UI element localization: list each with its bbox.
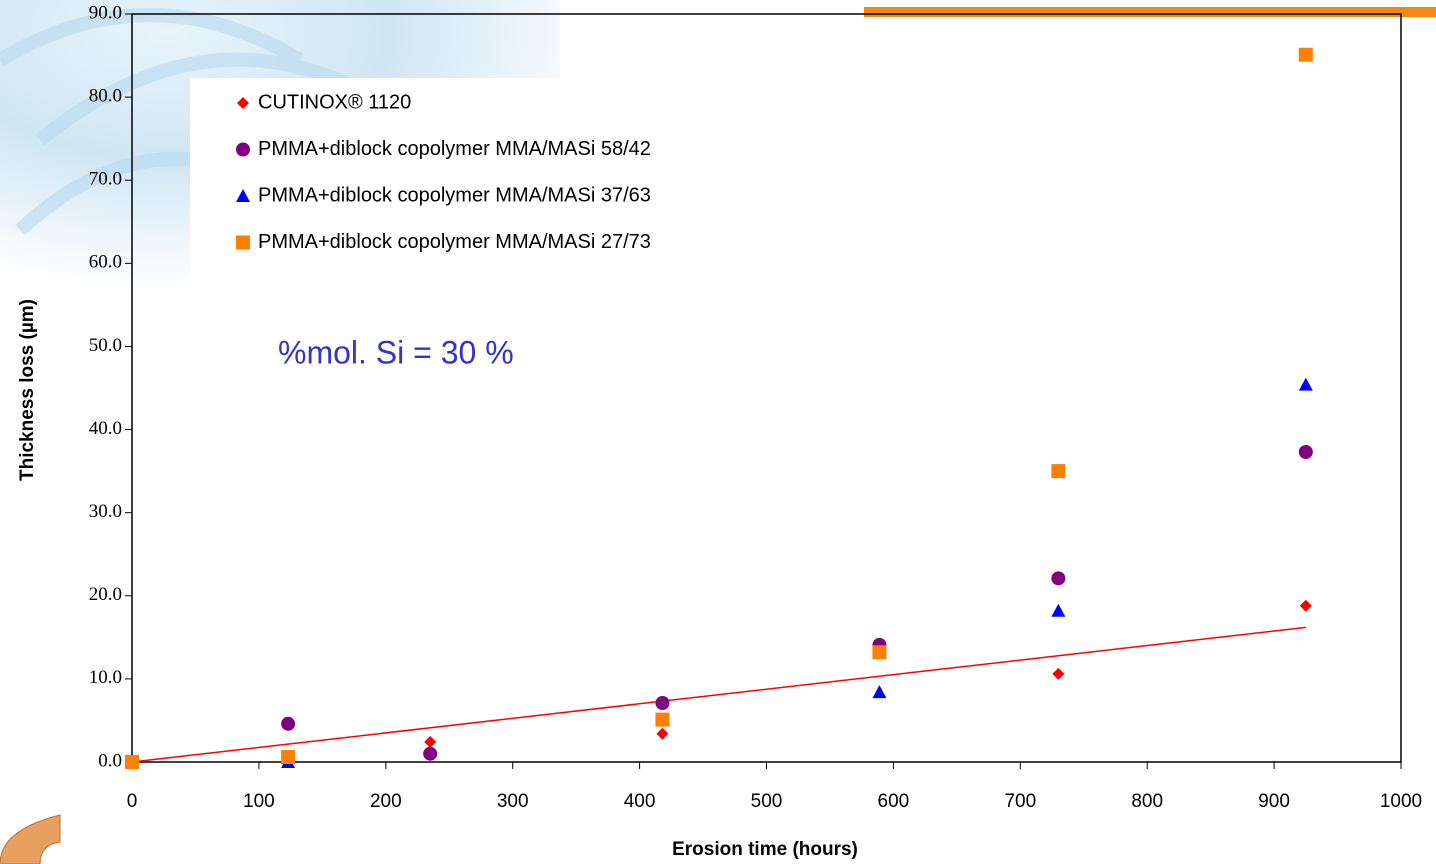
marker bbox=[1298, 377, 1313, 391]
marker bbox=[281, 750, 296, 765]
legend-marker bbox=[236, 235, 250, 250]
x-tick-label: 100 bbox=[243, 791, 275, 812]
y-tick-label: 70.0 bbox=[89, 169, 122, 190]
legend-marker bbox=[237, 97, 249, 109]
y-tick-label: 10.0 bbox=[89, 667, 122, 688]
y-tick-label: 40.0 bbox=[89, 418, 122, 439]
marker bbox=[1051, 603, 1066, 617]
legend-label: PMMA+diblock copolymer MMA/MASi 27/73 bbox=[258, 231, 651, 253]
x-tick-label: 200 bbox=[370, 791, 402, 812]
legend-label: PMMA+diblock copolymer MMA/MASi 58/42 bbox=[258, 138, 651, 160]
x-tick-label: 400 bbox=[624, 791, 656, 812]
marker bbox=[1051, 464, 1066, 479]
legend bbox=[190, 78, 830, 285]
y-tick-label: 60.0 bbox=[89, 252, 122, 273]
marker bbox=[125, 755, 139, 769]
y-tick-label: 20.0 bbox=[89, 584, 122, 605]
legend-marker bbox=[236, 142, 250, 157]
marker bbox=[872, 645, 887, 660]
marker bbox=[1051, 571, 1066, 586]
y-tick-label: 90.0 bbox=[89, 2, 122, 23]
marker bbox=[1298, 444, 1313, 459]
marker bbox=[424, 736, 437, 749]
marker bbox=[423, 746, 438, 761]
y-tick-label: 0.0 bbox=[98, 750, 122, 771]
x-tick-label: 900 bbox=[1258, 791, 1290, 812]
x-tick-label: 300 bbox=[497, 791, 529, 812]
marker bbox=[872, 685, 887, 699]
x-tick-label: 800 bbox=[1131, 791, 1163, 812]
marker bbox=[1299, 599, 1312, 612]
legend-entries: CUTINOX® 1120 PMMA+diblock copolymer MMA/… bbox=[236, 91, 651, 253]
marker bbox=[655, 695, 670, 710]
legend-label: CUTINOX® 1120 bbox=[258, 91, 411, 113]
x-axis-title: Erosion time (hours) bbox=[672, 839, 858, 860]
x-tick-label: 1000 bbox=[1380, 791, 1422, 812]
marker bbox=[655, 712, 670, 727]
y-axis-title: Thickness loss (µm) bbox=[17, 299, 38, 481]
annotation: %mol. Si = 30 % bbox=[278, 334, 514, 370]
decor-bar bbox=[864, 7, 1436, 17]
y-tick-label: 50.0 bbox=[89, 335, 122, 356]
legend-label: PMMA+diblock copolymer MMA/MASi 37/63 bbox=[258, 184, 651, 206]
marker bbox=[1298, 47, 1313, 62]
marker bbox=[656, 727, 669, 740]
x-tick-label: 600 bbox=[878, 791, 910, 812]
x-tick-label: 0 bbox=[127, 791, 138, 812]
x-tick-label: 700 bbox=[1004, 791, 1036, 812]
legend-marker bbox=[236, 189, 250, 202]
x-tick-label: 500 bbox=[751, 791, 783, 812]
decor-arc bbox=[0, 814, 61, 864]
marker bbox=[1052, 667, 1065, 680]
marker bbox=[281, 716, 296, 731]
y-tick-label: 30.0 bbox=[89, 501, 122, 522]
trendline bbox=[131, 626, 1306, 763]
y-tick-label: 80.0 bbox=[89, 85, 122, 106]
